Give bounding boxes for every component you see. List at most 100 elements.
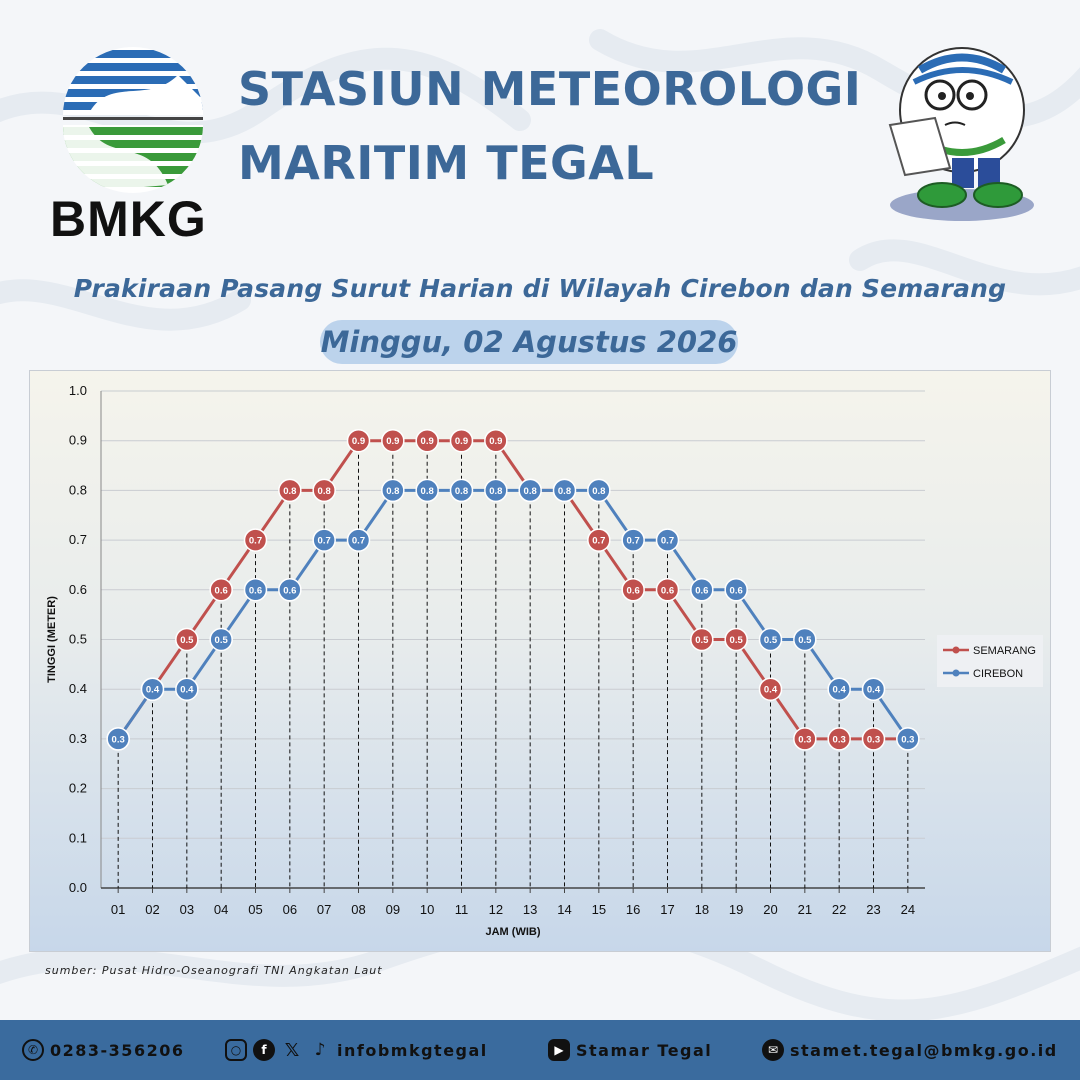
page-subtitle: Prakiraan Pasang Surut Harian di Wilayah… xyxy=(73,274,1007,303)
footer-youtube[interactable]: ▶ Stamar Tegal xyxy=(548,1020,712,1080)
y-tick-label: 0.2 xyxy=(69,781,87,796)
data-label-cirebon: 0.8 xyxy=(421,486,434,497)
footer-phone[interactable]: ✆ 0283-356206 xyxy=(22,1020,184,1080)
tiktok-icon: ♪ xyxy=(314,1040,326,1060)
data-point-semarang xyxy=(484,428,508,453)
data-label-semarang: 0.5 xyxy=(180,635,194,646)
data-point-cirebon xyxy=(690,578,714,602)
data-point-semarang xyxy=(587,528,611,552)
data-label-semarang: 0.6 xyxy=(627,585,640,596)
x-tick-label: 24 xyxy=(901,902,915,917)
data-point-cirebon xyxy=(655,528,680,552)
data-label-semarang: 0.9 xyxy=(386,436,399,447)
data-label-semarang: 0.3 xyxy=(867,734,880,745)
data-point-cirebon xyxy=(278,578,302,602)
data-point-cirebon xyxy=(484,478,508,503)
tide-line-chart: 0.0 0.1 0.2 0.3 0.4 0.5 0.6 0.7 0.8 0.9 1.0 01 02 03 0… xyxy=(46,383,1043,938)
data-point-cirebon xyxy=(827,677,851,701)
data-point-cirebon xyxy=(243,578,268,602)
legend-box xyxy=(937,635,1043,687)
data-label-cirebon: 0.5 xyxy=(764,635,778,646)
x-tick-label: 22 xyxy=(832,902,846,917)
data-label-semarang: 0.6 xyxy=(661,585,674,596)
data-label-cirebon: 0.7 xyxy=(318,536,331,547)
y-tick-label: 0.1 xyxy=(69,830,87,845)
x-tick-label: 03 xyxy=(180,902,194,917)
page-title-line1: STASIUN METEOROLOGI xyxy=(238,62,862,116)
x-tick-label: 16 xyxy=(626,902,640,917)
y-tick-label: 0.6 xyxy=(69,582,87,597)
data-point-cirebon xyxy=(346,528,371,552)
y-tick-label: 1.0 xyxy=(69,383,87,398)
data-point-cirebon xyxy=(793,627,817,652)
data-label-cirebon: 0.7 xyxy=(661,536,674,547)
data-label-semarang: 0.5 xyxy=(730,635,744,646)
x-tick-label: 05 xyxy=(248,902,262,917)
data-point-semarang xyxy=(312,478,336,503)
footer-email[interactable]: ✉ stamet.tegal@bmkg.go.id xyxy=(762,1020,1058,1080)
x-tick-label: 08 xyxy=(351,902,365,917)
data-point-cirebon xyxy=(175,677,199,701)
data-label-cirebon: 0.8 xyxy=(524,486,537,497)
x-tick-label: 19 xyxy=(729,902,743,917)
data-label-cirebon: 0.8 xyxy=(386,486,399,497)
data-point-semarang xyxy=(690,627,714,652)
footer-social[interactable]: ○ f 𝕏 ♪ infobmkgtegal xyxy=(225,1020,488,1080)
x-tick-label: 20 xyxy=(763,902,777,917)
x-tick-label: 15 xyxy=(592,902,606,917)
data-point-cirebon xyxy=(381,478,405,503)
date-badge: Minggu, 02 Agustus 2026 xyxy=(320,320,738,364)
data-point-semarang xyxy=(381,428,405,453)
data-label-semarang: 0.8 xyxy=(283,486,296,497)
y-tick-label: 0.0 xyxy=(69,880,87,895)
x-tick-label: 17 xyxy=(660,902,674,917)
x-tick-label: 04 xyxy=(214,902,228,917)
data-point-cirebon xyxy=(587,478,611,503)
x-tick-label: 13 xyxy=(523,902,537,917)
x-axis-title: JAM (WIB) xyxy=(486,926,541,938)
y-axis-title: TINGGI (METER) xyxy=(46,596,58,683)
data-label-semarang: 0.7 xyxy=(249,536,262,547)
data-point-cirebon xyxy=(861,677,886,701)
legend-marker-cirebon xyxy=(952,669,960,677)
data-label-cirebon: 0.4 xyxy=(867,685,881,696)
data-point-semarang xyxy=(793,727,817,751)
legend-label-cirebon: CIREBON xyxy=(973,668,1023,680)
data-label-cirebon: 0.7 xyxy=(352,536,365,547)
x-tick-label: 12 xyxy=(489,902,503,917)
data-point-cirebon xyxy=(724,578,748,602)
data-label-cirebon: 0.8 xyxy=(592,486,605,497)
data-point-cirebon xyxy=(449,478,474,503)
data-point-semarang xyxy=(861,727,886,751)
data-label-cirebon: 0.3 xyxy=(901,734,914,745)
email-text: stamet.tegal@bmkg.go.id xyxy=(790,1040,1058,1060)
data-point-semarang xyxy=(655,578,680,602)
x-tick-label: 14 xyxy=(557,902,571,917)
data-point-cirebon xyxy=(106,727,130,751)
data-label-semarang: 0.5 xyxy=(695,635,709,646)
data-label-semarang: 0.9 xyxy=(455,436,468,447)
data-point-semarang xyxy=(758,677,783,701)
logo-text: BMKG xyxy=(50,191,207,247)
data-label-cirebon: 0.5 xyxy=(215,635,229,646)
data-label-cirebon: 0.4 xyxy=(833,685,847,696)
data-label-cirebon: 0.6 xyxy=(695,585,708,596)
data-label-cirebon: 0.8 xyxy=(489,486,502,497)
data-point-cirebon xyxy=(758,627,783,652)
x-tick-label: 11 xyxy=(455,902,469,917)
data-label-cirebon: 0.8 xyxy=(558,486,571,497)
data-label-cirebon: 0.8 xyxy=(455,486,468,497)
data-label-cirebon: 0.3 xyxy=(112,734,125,745)
data-point-cirebon xyxy=(415,478,439,503)
data-point-cirebon xyxy=(896,727,920,751)
x-tick-label: 01 xyxy=(111,902,125,917)
phone-icon: ✆ xyxy=(22,1039,44,1061)
data-label-cirebon: 0.6 xyxy=(283,585,296,596)
x-tick-label: 10 xyxy=(420,902,434,917)
data-label-cirebon: 0.6 xyxy=(249,585,262,596)
y-tick-label: 0.7 xyxy=(69,532,87,547)
data-point-semarang xyxy=(278,478,302,503)
x-tick-label: 07 xyxy=(317,902,331,917)
legend-label-semarang: SEMARANG xyxy=(973,645,1036,657)
mascot-illustration xyxy=(888,47,1034,221)
